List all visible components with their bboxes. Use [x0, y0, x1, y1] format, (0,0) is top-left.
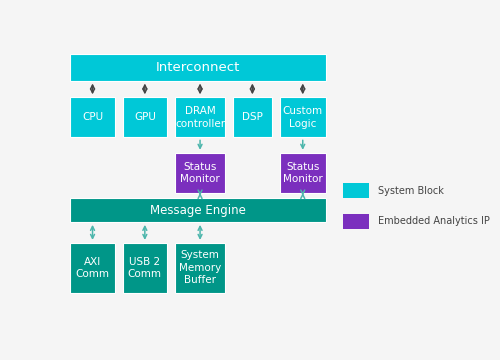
Text: Custom
Logic: Custom Logic: [282, 106, 323, 129]
Text: Message Engine: Message Engine: [150, 204, 246, 217]
Text: CPU: CPU: [82, 112, 103, 122]
FancyBboxPatch shape: [70, 97, 115, 138]
Text: System Block: System Block: [378, 186, 444, 196]
FancyBboxPatch shape: [175, 153, 225, 193]
Text: Status
Monitor: Status Monitor: [283, 162, 323, 184]
FancyBboxPatch shape: [70, 198, 326, 222]
FancyBboxPatch shape: [70, 54, 326, 81]
Text: GPU: GPU: [134, 112, 156, 122]
Text: USB 2
Comm: USB 2 Comm: [128, 257, 162, 279]
FancyBboxPatch shape: [344, 214, 368, 229]
FancyBboxPatch shape: [175, 243, 225, 293]
Text: Interconnect: Interconnect: [156, 61, 240, 74]
FancyBboxPatch shape: [122, 97, 167, 138]
FancyBboxPatch shape: [280, 153, 326, 193]
FancyBboxPatch shape: [70, 243, 115, 293]
Text: Status
Monitor: Status Monitor: [180, 162, 220, 184]
FancyBboxPatch shape: [175, 97, 225, 138]
Text: DRAM
controller: DRAM controller: [175, 106, 225, 129]
Text: Embedded Analytics IP: Embedded Analytics IP: [378, 216, 490, 226]
Text: DSP: DSP: [242, 112, 263, 122]
Text: AXI
Comm: AXI Comm: [76, 257, 110, 279]
FancyBboxPatch shape: [122, 243, 167, 293]
FancyBboxPatch shape: [233, 97, 272, 138]
Text: System
Memory
Buffer: System Memory Buffer: [179, 250, 221, 285]
FancyBboxPatch shape: [344, 183, 368, 198]
FancyBboxPatch shape: [280, 97, 326, 138]
